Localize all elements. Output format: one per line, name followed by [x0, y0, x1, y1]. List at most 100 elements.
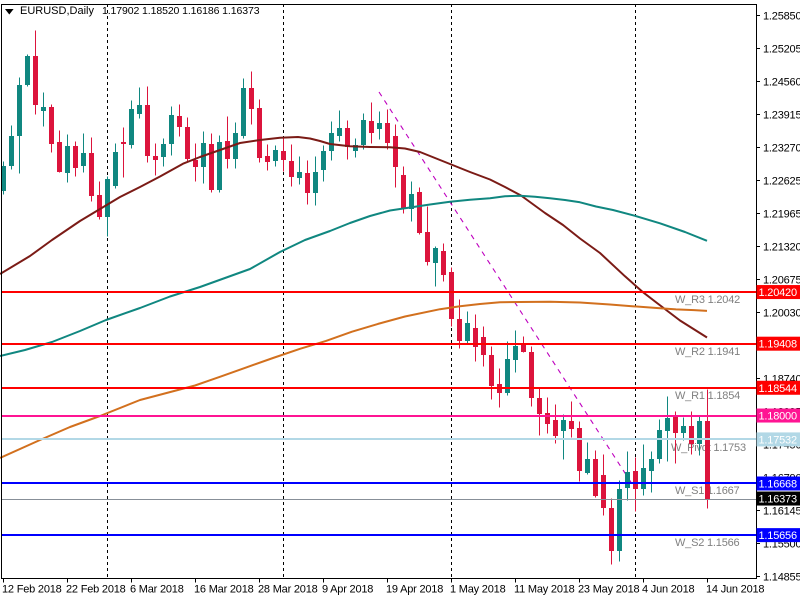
candle-body [529, 352, 534, 398]
candle-body [281, 151, 286, 160]
candle-body [33, 56, 38, 105]
candle-body [265, 156, 270, 162]
candle-body [689, 426, 694, 444]
candle-body [65, 146, 70, 173]
candle-body [697, 421, 702, 444]
candle-body [49, 107, 54, 144]
x-tick-label: 16 Mar 2018 [194, 584, 254, 596]
candle-body [489, 355, 494, 386]
candle-body [345, 128, 350, 147]
candle-body [377, 123, 382, 129]
candle-body [673, 417, 678, 433]
candle-body [393, 136, 398, 167]
candle-body [617, 489, 622, 551]
candle-body [457, 319, 462, 341]
x-tick-label: 11 May 2018 [514, 584, 575, 596]
price-tag-text: 1.18544 [759, 383, 797, 395]
candle-body [297, 172, 302, 178]
ma-mid-teal [0, 194, 708, 357]
price-tag-text: 1.18000 [759, 411, 797, 423]
x-tick-label: 9 Apr 2018 [322, 584, 373, 596]
candle-body [369, 121, 374, 133]
candle-body [113, 152, 118, 186]
y-tick-label: 1.22625 [763, 176, 800, 188]
candle-body [641, 468, 646, 489]
x-tick-label: 19 Apr 2018 [386, 584, 443, 596]
candle-body [225, 141, 230, 159]
candle-body [449, 272, 454, 319]
candle-body [473, 328, 478, 347]
x-tick-label: 23 May 2018 [578, 584, 639, 596]
candle-body [705, 421, 710, 499]
price-tag-box [756, 408, 800, 423]
candle-body [657, 430, 662, 459]
candle-body [329, 133, 334, 151]
y-tick-label: 1.23270 [763, 143, 800, 155]
candle-body [41, 107, 46, 111]
y-tick-label: 1.24560 [763, 77, 800, 89]
candle-body [553, 420, 558, 436]
y-tick-label: 1.25205 [763, 44, 800, 56]
candle-body [249, 88, 254, 109]
candle-body [217, 142, 222, 190]
chart-title-bar: EURUSD,Daily 1.17902 1.18520 1.16186 1.1… [5, 5, 260, 17]
candle-body [185, 127, 190, 159]
candle-body [1, 166, 6, 191]
candle-body [681, 426, 686, 433]
candle-body [465, 323, 470, 341]
candle-body [57, 142, 62, 172]
price-tag-text: 1.20420 [759, 287, 797, 299]
candle-body [81, 153, 86, 166]
x-tick-label: 12 Feb 2018 [2, 584, 62, 596]
ma-slow-darkred [0, 136, 708, 339]
candle-body [353, 145, 358, 151]
price-tag-text: 1.16668 [759, 478, 797, 490]
candle-body [505, 359, 510, 393]
candle-body [665, 418, 670, 431]
candle-body [361, 120, 366, 145]
y-tick-label: 1.14855 [763, 572, 800, 584]
candle-body [17, 85, 22, 136]
candle-body [209, 144, 214, 190]
candle-body [233, 133, 238, 159]
y-tick-label: 1.21965 [763, 209, 800, 221]
x-tick-label: 1 May 2018 [450, 584, 506, 596]
y-tick-label: 1.16145 [763, 506, 800, 518]
x-tick-label: 14 Jun 2018 [706, 584, 764, 596]
candle-body [241, 88, 246, 136]
price-tag-box [756, 285, 800, 300]
price-tag-box [756, 528, 800, 543]
candle-body [433, 248, 438, 263]
candle-body [137, 105, 142, 114]
ma-fast-orange [0, 300, 708, 459]
y-tick-label: 1.23915 [763, 110, 800, 122]
candle-body [601, 475, 606, 508]
level-label: W_R3 1.2042 [675, 294, 740, 306]
price-tag-box [756, 336, 800, 351]
candle-body [321, 151, 326, 170]
candle-body [649, 459, 654, 471]
candle-body [105, 179, 110, 217]
candle-body [97, 195, 102, 217]
candle-body [425, 232, 430, 262]
candle-body [401, 175, 406, 209]
price-tag-box [756, 476, 800, 491]
candle-body [153, 156, 158, 160]
candle-body [593, 459, 598, 496]
candle-body [521, 343, 526, 352]
candle-body [121, 142, 126, 144]
candle-body [145, 105, 150, 156]
price-tag-text: 1.16373 [759, 494, 797, 506]
y-tick-label: 1.20030 [763, 308, 800, 320]
candle-body [129, 109, 134, 145]
level-label: W_S2 1.1566 [675, 537, 740, 549]
candle-body [609, 508, 614, 551]
level-label: W_R2 1.1941 [675, 346, 740, 358]
plot-border [1, 4, 757, 579]
x-tick-label: 22 Feb 2018 [66, 584, 126, 596]
candle-body [73, 146, 78, 168]
candle-body [537, 398, 542, 414]
x-tick-label: 4 Jun 2018 [642, 584, 695, 596]
y-tick-label: 1.21320 [763, 242, 800, 254]
